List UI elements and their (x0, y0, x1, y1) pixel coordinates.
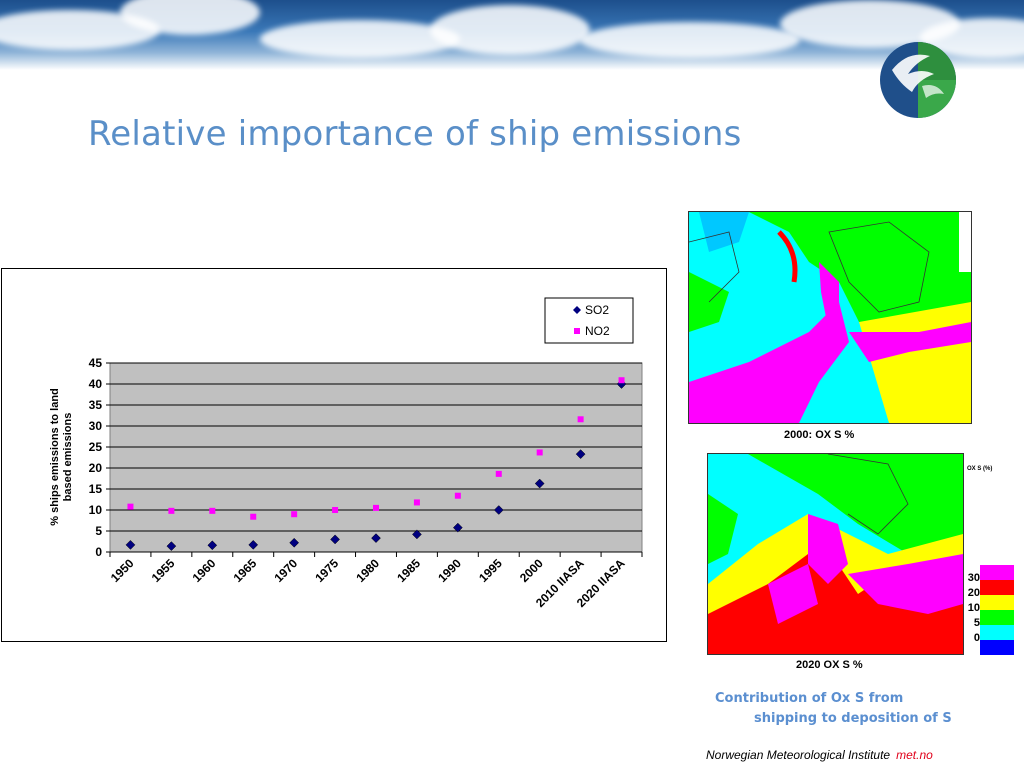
scale-label: 0 (973, 632, 980, 644)
scale-label: 5 (973, 617, 980, 629)
so2-point (289, 537, 300, 548)
no2-point (209, 507, 216, 514)
so2-point (371, 533, 381, 543)
met-logo-icon (880, 42, 956, 118)
x-tick-label: 1965 (231, 556, 260, 585)
y-tick-label: 20 (89, 461, 103, 475)
chart-marks (125, 377, 627, 551)
so2-point (452, 522, 463, 533)
legend-so2-icon (573, 306, 581, 314)
scale-label: 10 (967, 602, 980, 614)
caption-line-1: Contribution of Ox S from (715, 691, 904, 706)
y-tick-label: 0 (95, 545, 102, 559)
x-tick-label: 1985 (394, 556, 423, 585)
scale-swatch (980, 580, 1014, 595)
scale-swatch (980, 610, 1014, 625)
contribution-caption: Contribution of Ox S from shipping to de… (715, 689, 952, 729)
no2-point (291, 511, 298, 518)
color-scale-bar (980, 565, 1014, 655)
y-tick-label: 45 (89, 356, 103, 370)
x-tick-label: 1980 (353, 556, 382, 585)
so2-point (125, 540, 136, 550)
map-2020-caption: 2020 OX S % (796, 659, 863, 671)
legend-label: NO2 (585, 324, 610, 338)
so2-point (248, 540, 259, 550)
legend-box (544, 297, 634, 344)
y-tick-label: 40 (89, 377, 103, 391)
so2-point (412, 529, 422, 540)
no2-point (332, 507, 339, 513)
legend-label: SO2 (585, 303, 609, 317)
no2-point (168, 507, 175, 514)
no2-point (373, 504, 379, 511)
no2-point (618, 377, 625, 384)
scale-swatch (980, 565, 1014, 580)
color-scale-title: OX S (%) (967, 466, 993, 472)
scale-swatch (980, 640, 1014, 655)
x-tick-label: 1960 (190, 556, 219, 585)
no2-point (250, 513, 257, 520)
footer-brand: met.no (896, 748, 933, 762)
x-tick-label: 1950 (108, 556, 137, 585)
grid-lines (110, 362, 642, 553)
y-tick-label: 10 (89, 503, 103, 517)
footer: Norwegian Meteorological Institute met.no (706, 748, 933, 762)
color-scale-labels: 30 20 10 5 0 (966, 571, 980, 646)
y-tick-label: 25 (89, 440, 103, 454)
no2-point (413, 499, 420, 506)
chart-legend: SO2 NO2 (544, 297, 634, 344)
scale-label: 30 (967, 572, 980, 584)
no2-point (495, 470, 502, 477)
x-axis-ticks: 1950 1955 1960 1965 1970 1975 1980 1985 1990 1995… (108, 552, 643, 610)
map-2000-caption: 2000: OX S % (784, 429, 855, 441)
plot-area (109, 362, 643, 553)
x-tick-label: 1975 (312, 556, 341, 585)
scale-swatch (980, 595, 1014, 610)
map-2020-ox-s (707, 453, 964, 655)
slide-title: Relative importance of ship emissions (88, 114, 742, 154)
x-tick-label: 1995 (476, 556, 505, 585)
y-tick-label: 15 (89, 482, 103, 496)
scale-label: 20 (967, 587, 980, 599)
caption-line-2: shipping to deposition of S (754, 711, 952, 726)
so2-point (330, 534, 340, 545)
legend-no2-icon (574, 328, 580, 334)
so2-point (534, 478, 545, 489)
x-tick-label: 1955 (149, 556, 178, 585)
x-tick-label: 1970 (271, 556, 300, 585)
scale-swatch (980, 625, 1014, 640)
y-tick-label: 5 (95, 524, 102, 538)
header-sky-banner (0, 0, 1024, 70)
so2-point (575, 449, 586, 459)
so2-point (207, 540, 218, 551)
so2-point (166, 541, 177, 551)
x-tick-label: 1990 (435, 556, 464, 585)
map-2000-ox-s (688, 211, 972, 424)
y-tick-label: 30 (89, 419, 103, 433)
y-axis-label: % ships emissions to landbased emissions (49, 388, 74, 526)
no2-point (577, 416, 584, 423)
x-tick-label: 2000 (517, 556, 546, 585)
chart-frame: 0 5 10 15 20 25 30 35 40 45 1950 1955 1960 1965 1970 1… (1, 268, 667, 642)
so2-point (493, 505, 504, 515)
footer-institute: Norwegian Meteorological Institute (706, 748, 891, 762)
no2-point (454, 492, 461, 499)
y-tick-label: 35 (89, 398, 103, 412)
no2-point (536, 449, 543, 456)
no2-point (127, 503, 134, 510)
y-axis-ticks: 0 5 10 15 20 25 30 35 40 45 (89, 356, 110, 559)
